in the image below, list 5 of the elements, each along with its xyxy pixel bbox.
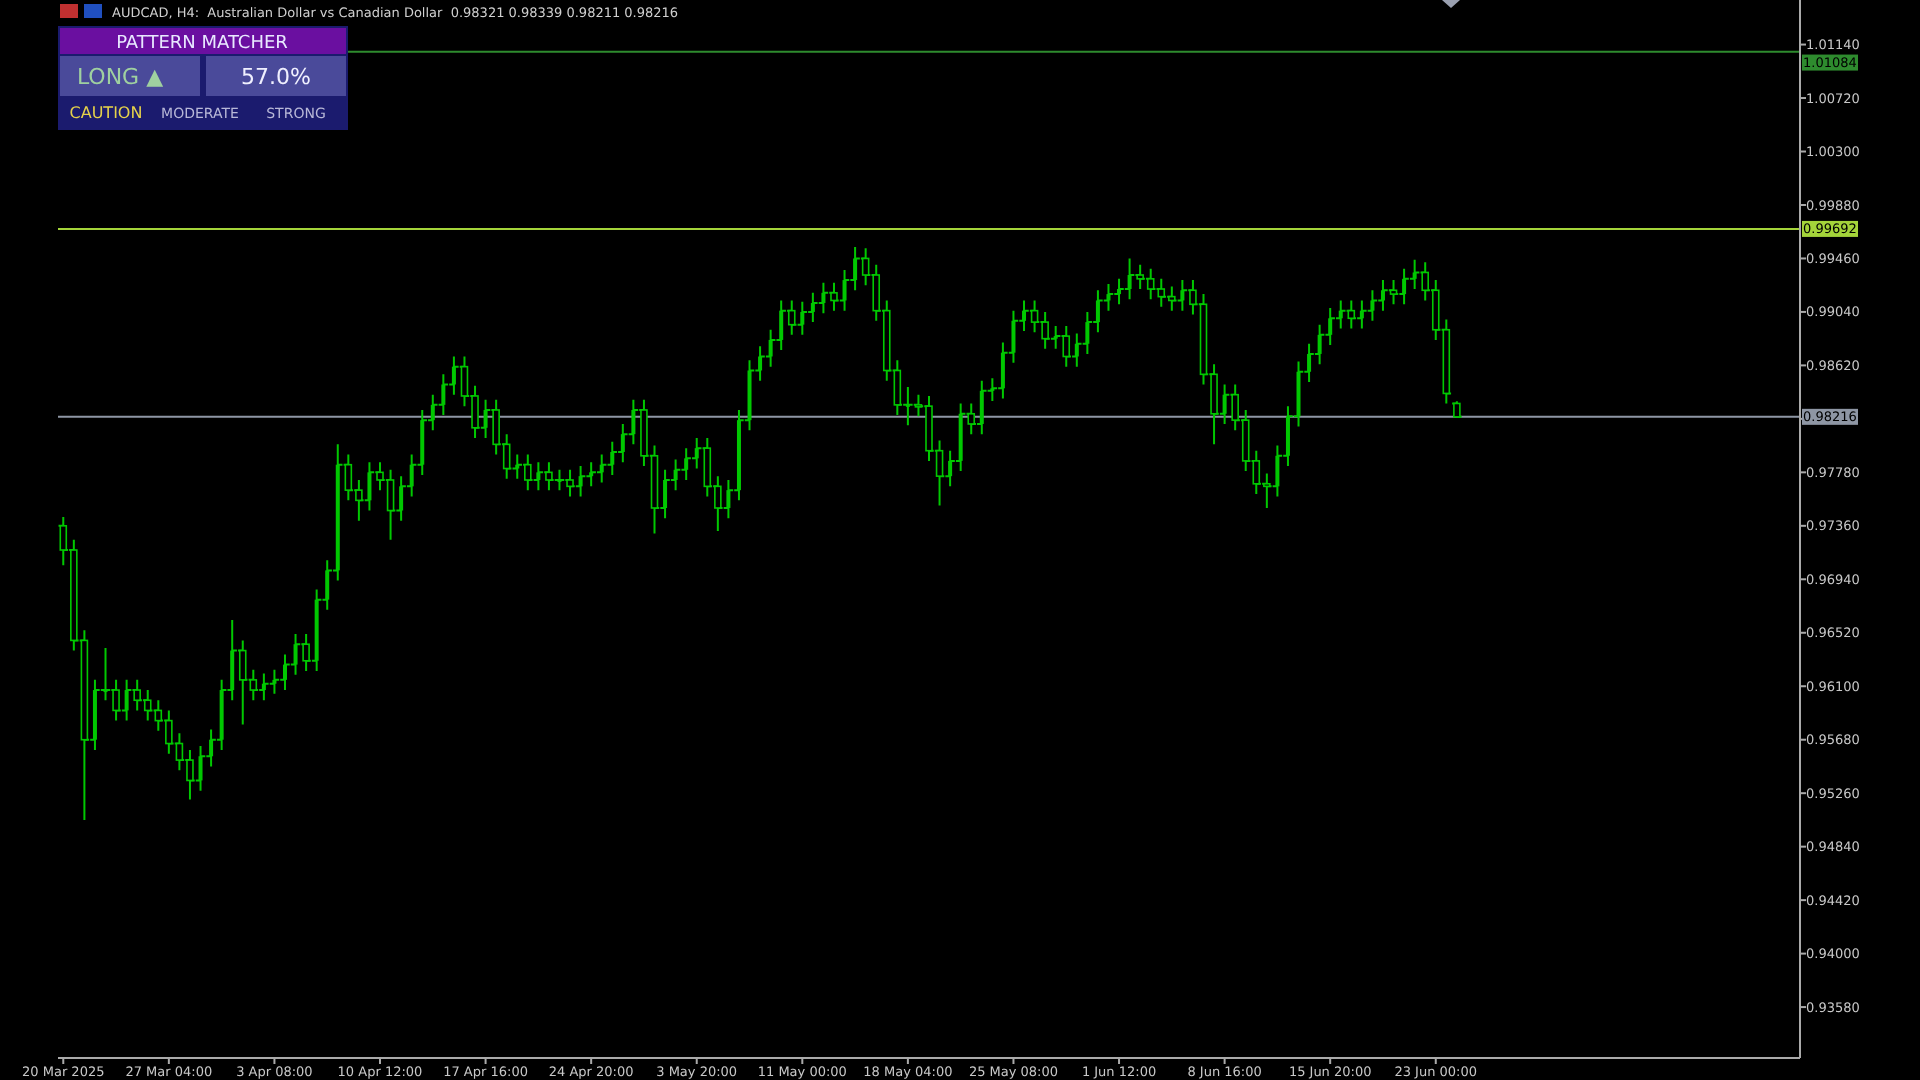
annotation: CAUTION — [69, 104, 143, 122]
annotation: LONG ▲ — [76, 64, 165, 90]
candlestick — [1453, 400, 1461, 419]
annotation: PATTERN MATCHER — [116, 34, 288, 54]
annotation: 57.0% — [241, 64, 311, 90]
